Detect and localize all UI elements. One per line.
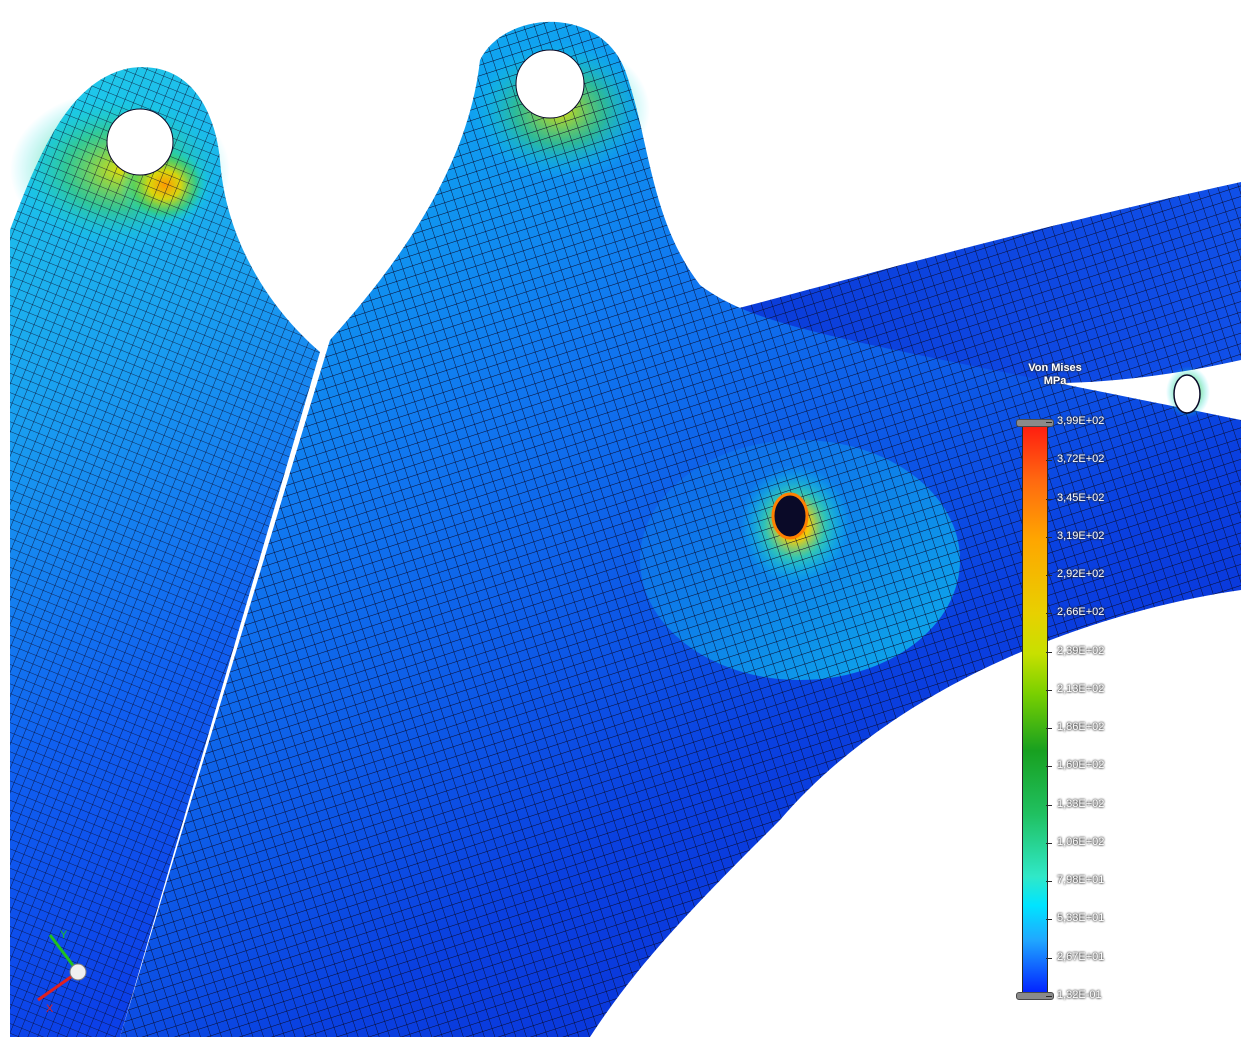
axis-y-label: Y [60, 929, 68, 941]
legend-tick-1 [1046, 460, 1052, 462]
legend-value-8: 1,86E+02 [1057, 721, 1105, 734]
legend-value-9: 1,60E+02 [1057, 759, 1105, 772]
legend-value-6: 2,39E+02 [1057, 644, 1105, 657]
legend-bottom-cap [1016, 992, 1054, 1000]
axis-x-label: X [46, 1003, 54, 1015]
legend-title-block: Von Mises MPa [1008, 362, 1102, 388]
legend-tick-0 [1046, 422, 1052, 423]
legend-value-12: 7,98E+01 [1057, 874, 1105, 887]
legend-tick-7 [1046, 689, 1052, 691]
legend-value-14: 2,67E+01 [1057, 950, 1105, 963]
legend-value-3: 3,19E+02 [1057, 529, 1105, 542]
legend-tick-11 [1046, 842, 1052, 844]
legend-tick-8 [1046, 728, 1052, 730]
legend-top-cap [1016, 419, 1054, 427]
legend-value-4: 2,92E+02 [1057, 568, 1105, 581]
right-arm-hole [1166, 366, 1210, 418]
legend-tick-5 [1046, 613, 1052, 615]
center-bolt-hole [771, 492, 809, 540]
main-bracket [120, 21, 1241, 1037]
top-lug-hole [515, 49, 585, 119]
legend-tick-4 [1046, 575, 1052, 577]
legend-value-1: 3,72E+02 [1057, 453, 1105, 466]
legend-value-5: 2,66E+02 [1057, 606, 1105, 619]
legend-value-15: 1,32E-01 [1057, 989, 1102, 1001]
legend-value-7: 2,13E+02 [1057, 682, 1105, 695]
legend-value-0: 3,99E+02 [1057, 415, 1105, 427]
legend-value-13: 5,33E+01 [1057, 912, 1105, 925]
left-lug-hole [106, 108, 174, 176]
legend-tick-2 [1046, 498, 1052, 500]
legend-tick-9 [1046, 766, 1052, 768]
axis-triad [37, 934, 87, 1002]
legend-color-bar [1022, 423, 1048, 998]
legend-value-10: 1,33E+02 [1057, 797, 1105, 810]
legend-tick-15 [1046, 996, 1052, 997]
legend-tick-12 [1046, 881, 1052, 883]
legend-tick-14 [1046, 957, 1052, 959]
legend-value-11: 1,06E+02 [1057, 835, 1105, 848]
legend-unit: MPa [1043, 375, 1067, 387]
legend-tick-10 [1046, 804, 1052, 806]
back-arm [700, 182, 1241, 384]
left-bracket [10, 67, 320, 1037]
legend-title: Von Mises [1028, 362, 1082, 374]
legend-tick-13 [1046, 919, 1052, 921]
legend-tick-6 [1046, 651, 1052, 653]
legend-tick-3 [1046, 536, 1052, 538]
legend-value-2: 3,45E+02 [1057, 491, 1105, 504]
